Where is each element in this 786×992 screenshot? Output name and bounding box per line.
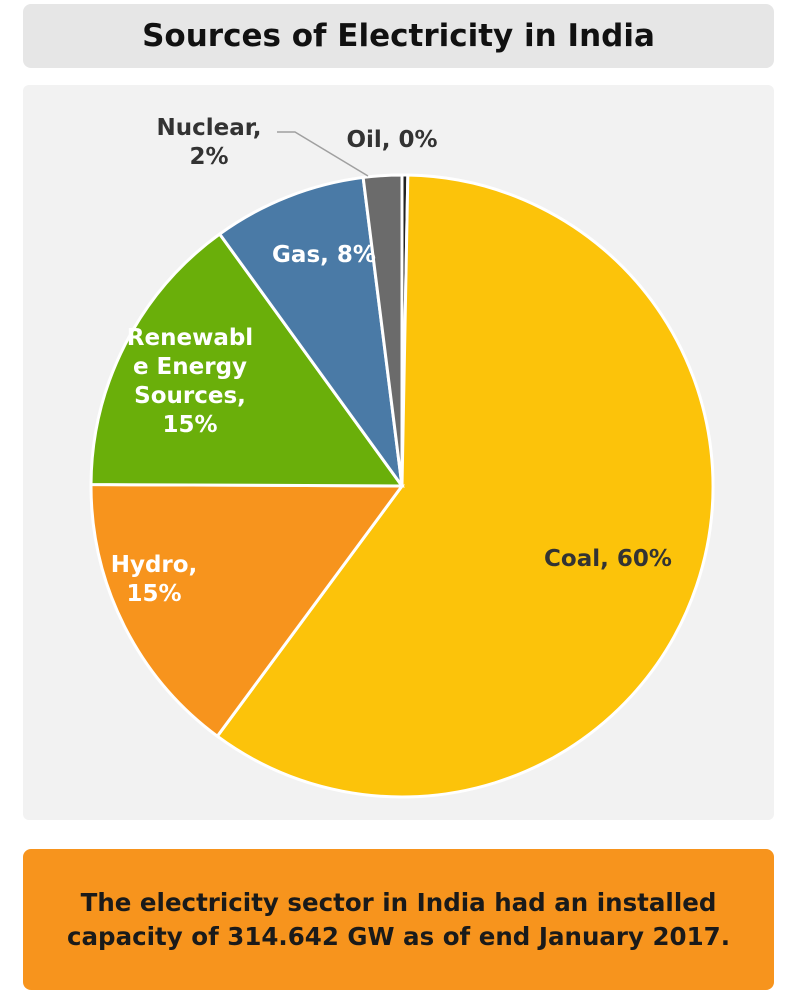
pie-slice-coal <box>215 173 715 799</box>
pie-slice-nuclear <box>361 173 404 487</box>
pie-slice-gas <box>217 175 404 487</box>
pie-slice-renewable-energy-sources <box>89 231 405 488</box>
data-label-coal: Coal, 60% <box>544 546 672 572</box>
chart-area: Oil, 0% Coal, 60% Hydro, 15% Renewabl e Energ… <box>23 85 774 820</box>
data-label-hydro: Hydro, 15% <box>111 552 198 607</box>
footer-box: The electricity sector in India had an i… <box>23 849 774 990</box>
pie-slice-hydro <box>89 483 405 739</box>
data-label-renewable-energy-sources: Renewabl e Energy Sources, 15% <box>127 325 253 438</box>
footer-text: The electricity sector in India had an i… <box>67 887 730 951</box>
chart-title: Sources of Electricity in India <box>142 18 655 54</box>
nuclear-leader-line <box>277 131 369 177</box>
data-label-oil: Oil, 0% <box>346 127 437 153</box>
data-label-gas: Gas, 8% <box>272 242 376 268</box>
data-label-nuclear: Nuclear, 2% <box>157 115 262 170</box>
pie-chart: Oil, 0% Coal, 60% Hydro, 15% Renewabl e Energ… <box>89 115 715 799</box>
chart-title-box: Sources of Electricity in India <box>23 4 774 68</box>
